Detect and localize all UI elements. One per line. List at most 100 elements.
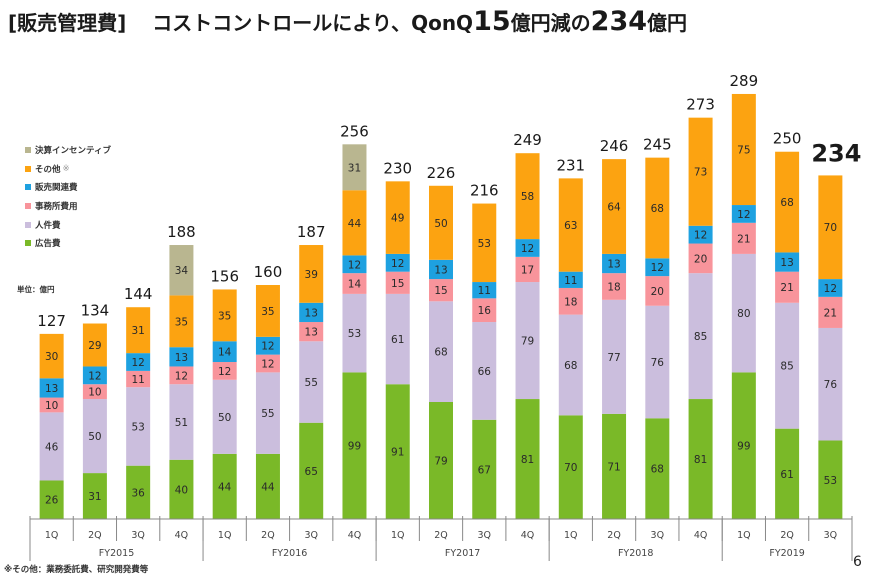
unit-label: 単位：億円 [17,285,55,294]
legend-swatch-advertising [25,240,31,247]
segment-value-label: 11 [131,374,144,386]
bar-segment-other [385,181,410,254]
segment-value-label: 39 [305,269,318,281]
segment-value-label: 35 [175,316,188,328]
segment-value-label: 17 [521,264,534,276]
segment-value-label: 21 [780,282,793,294]
segment-value-label: 13 [305,307,318,319]
x-tick-label-fiscal-year: FY2017 [445,548,480,559]
headline-total-value: 234 [590,6,648,37]
bar-segment-personnel [255,372,280,454]
segment-value-label: 55 [261,408,274,420]
bar-total-label: 230 [383,159,412,177]
segment-value-label: 68 [780,197,793,209]
segment-value-label: 12 [261,358,274,370]
x-tick-label-quarter: 2Q [607,530,621,541]
bar-segment-personnel [342,293,367,373]
bar-total-label: 250 [773,130,802,148]
bar-segment-sales_related [342,255,367,274]
bar-segment-personnel [688,273,713,400]
segment-value-label: 80 [737,308,750,320]
legend-item-advertising: 広告費 [25,234,111,253]
segment-value-label: 21 [737,233,750,245]
segment-value-label: 12 [737,209,750,221]
bar-segment-advertising [688,399,713,519]
bar-segment-office [342,273,367,294]
bar-total-label: 134 [81,302,110,320]
legend-swatch-incentive [25,147,31,154]
bar-total-label: 246 [600,137,629,155]
bar-segment-advertising [342,372,367,519]
x-tick-label-quarter: 3Q [131,530,145,541]
bar-segment-advertising [731,372,756,519]
segment-value-label: 12 [348,259,361,271]
bar-segment-sales_related [602,253,627,274]
legend-label: 決算インセンティブ [35,146,111,157]
x-tick-label-quarter: 2Q [780,530,794,541]
x-tick-label-quarter: 4Q [694,530,708,541]
footnote: ※その他：業務委託費、研究開発費等 [4,565,149,575]
bar-segment-office [255,354,280,373]
segment-value-label: 53 [348,328,361,340]
segment-value-label: 12 [218,366,231,378]
bar-segment-office [818,296,843,328]
x-tick-label-fiscal-year: FY2016 [272,548,307,559]
segment-value-label: 13 [434,264,447,276]
segment-value-label: 81 [521,454,534,466]
segment-value-label: 70 [824,222,837,234]
bar-total-label: 127 [37,312,66,330]
x-tick-label-quarter: 1Q [218,530,232,541]
chart-legend: 決算インセンティブ その他 ※ 販売関連費 事務所費用 人件費 広告費 [25,141,111,253]
segment-value-label: 18 [607,281,620,293]
bar-total-label: 216 [470,182,499,200]
segment-value-label: 40 [175,484,188,496]
bar-segment-office [472,298,497,323]
bar-segment-other [39,333,64,379]
segment-value-label: 10 [45,400,58,412]
bar-segment-sales_related [255,336,280,355]
bar-segment-advertising [515,399,540,519]
bar-total-label: 160 [254,263,283,281]
bar-segment-personnel [39,412,64,481]
bar-segment-sales_related [169,347,194,367]
bar-segment-advertising [255,453,280,519]
bar-segment-office [299,322,324,342]
bar-segment-advertising [169,459,194,519]
segment-value-label: 61 [780,469,793,481]
headline-decrease-value: 15 [473,6,511,37]
segment-value-label: 68 [651,464,664,476]
segment-value-label: 21 [824,307,837,319]
segment-value-label: 64 [607,202,621,214]
bar-segment-sales_related [385,253,410,272]
legend-swatch-personnel [25,221,31,228]
segment-value-label: 26 [45,495,59,507]
bar-segment-other [645,157,670,259]
headline-mid: 億円減の [510,11,591,35]
bar-segment-other [342,190,367,256]
section-label: [販売管理費] [8,11,127,35]
segment-value-label: 15 [391,278,404,290]
bar-segment-office [775,271,800,303]
bar-segment-personnel [775,302,800,429]
headline-suffix: 億円 [647,11,688,35]
bar-segment-sales_related [429,259,453,280]
bar-segment-office [558,287,583,315]
segment-value-label: 12 [261,341,274,353]
segment-value-label: 12 [694,230,707,242]
segment-value-label: 35 [218,310,231,322]
x-tick-label-quarter: 4Q [348,530,362,541]
bar-segment-personnel [818,327,843,441]
bar-segment-advertising [645,418,670,519]
legend-note: ※ [62,163,70,174]
segment-value-label: 34 [175,265,189,277]
bar-segment-other [255,285,280,337]
legend-label: 事務所費用 [35,202,78,213]
bar-segment-sales_related [818,279,843,297]
page-number: 6 [853,554,862,570]
bar-total-label: 187 [297,223,326,241]
segment-value-label: 13 [175,352,188,364]
bar-segment-other [82,323,107,367]
page-title: [販売管理費] コストコントロールにより、QonQ15億円減の234億円 [8,6,687,37]
segment-value-label: 63 [564,220,577,232]
